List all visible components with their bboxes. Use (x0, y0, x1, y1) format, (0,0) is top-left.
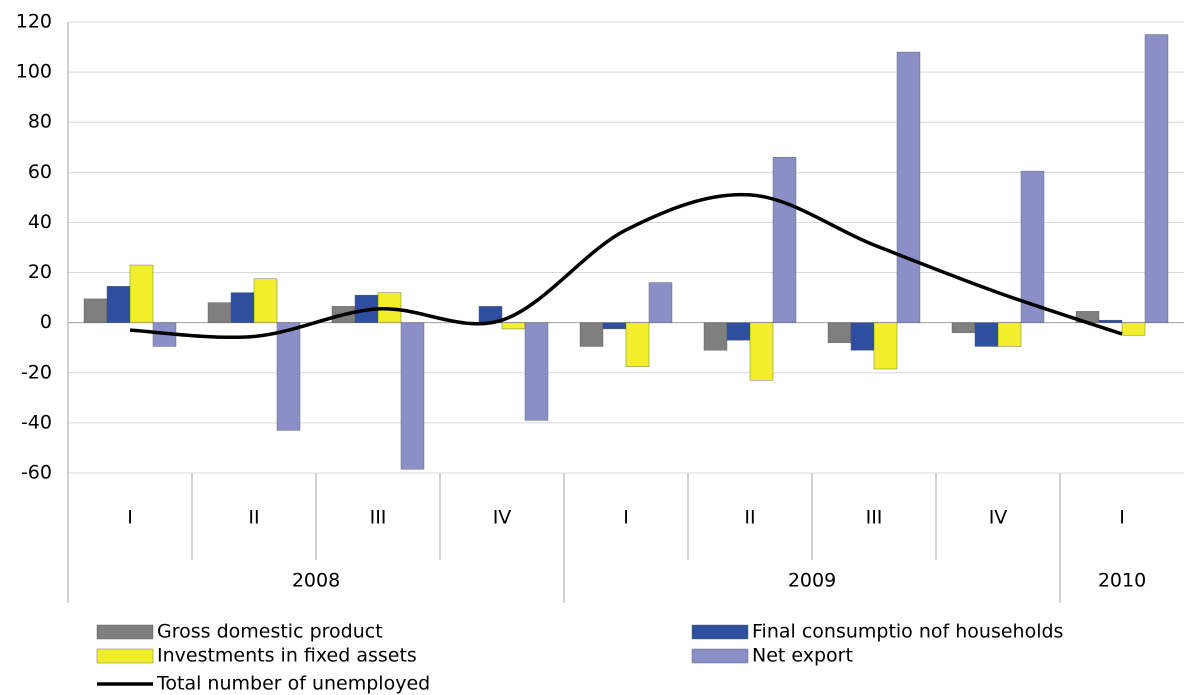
bar (974, 322, 999, 347)
y-tick-label: 60 (28, 161, 52, 183)
bar (703, 322, 728, 351)
y-tick-label: 100 (16, 61, 52, 83)
y-tick-label: -60 (21, 462, 52, 484)
x-tick-label: I (623, 507, 629, 529)
x-tick-label: II (248, 507, 259, 529)
x-tick-label: I (1119, 507, 1125, 529)
y-tick-label: 120 (16, 11, 52, 33)
legend-label: Net export (752, 645, 853, 667)
bar (400, 322, 425, 470)
legend-label: Investments in fixed assets (157, 645, 417, 667)
y-tick-label: 20 (28, 261, 52, 283)
bar (602, 322, 627, 330)
y-tick-label: -40 (21, 411, 52, 433)
bar (951, 322, 976, 333)
bar (772, 157, 797, 323)
bar (873, 322, 898, 370)
legend-swatch (691, 624, 749, 640)
bar (850, 322, 875, 351)
bar (106, 286, 131, 323)
bar (501, 322, 526, 330)
bar (648, 282, 673, 323)
bar (997, 322, 1022, 347)
bar (749, 322, 774, 381)
bar (1098, 319, 1123, 323)
bar (83, 298, 108, 323)
bar (207, 302, 232, 323)
bar (253, 278, 278, 323)
group-label: 2009 (788, 570, 836, 592)
y-tick-label: -20 (21, 361, 52, 383)
x-tick-label: II (744, 507, 755, 529)
group-label: 2010 (1098, 570, 1146, 592)
x-tick-label: I (127, 507, 133, 529)
legend-label: Gross domestic product (157, 621, 383, 643)
bar (579, 322, 604, 347)
y-tick-label: 80 (28, 111, 52, 133)
bar (726, 322, 751, 341)
legend-label: Total number of unemployed (156, 673, 430, 695)
x-tick-label: III (866, 507, 883, 529)
bar (276, 322, 301, 431)
bar (827, 322, 852, 343)
bar (129, 264, 154, 323)
line (129, 192, 1123, 340)
x-tick-label: III (370, 507, 387, 529)
x-tick-label: IV (989, 507, 1008, 529)
legend-swatch (96, 624, 154, 640)
legend-swatch (691, 648, 749, 664)
legend-label: Final consumptio nof households (752, 621, 1063, 643)
bar (230, 292, 255, 323)
bar (1144, 34, 1169, 323)
y-tick-label: 40 (28, 211, 52, 233)
bar (524, 322, 549, 421)
bar (1020, 170, 1045, 323)
legend-swatch (96, 648, 154, 664)
bar (625, 322, 650, 367)
x-tick-label: IV (493, 507, 512, 529)
bar (896, 51, 921, 323)
bar (1121, 322, 1146, 336)
group-label: 2008 (292, 570, 340, 592)
y-tick-label: 0 (40, 311, 52, 333)
